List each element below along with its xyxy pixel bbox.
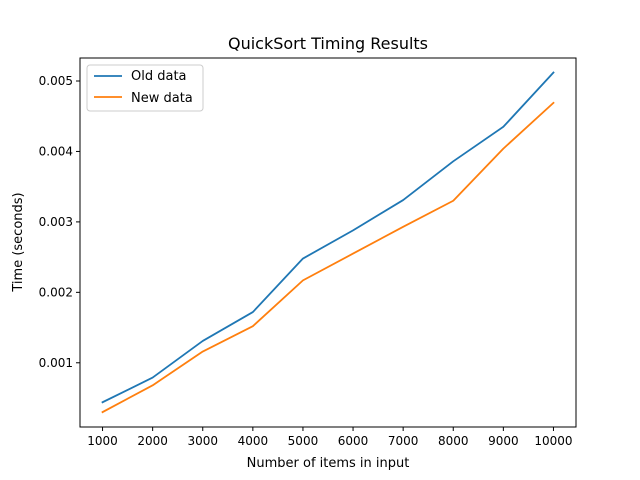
x-tick-label: 3000 [187,434,218,448]
x-axis-label: Number of items in input [247,456,410,471]
y-tick-label: 0.005 [39,74,73,88]
y-axis-label: Time (seconds) [11,192,26,292]
x-tick-label: 1000 [87,434,118,448]
legend: Old data New data [86,64,204,112]
x-tick-label: 5000 [288,434,319,448]
y-tick-label: 0.004 [39,144,73,158]
series-lines [101,71,555,414]
plot-frame [79,57,577,428]
x-tick-label: 6000 [338,434,369,448]
x-tick-label: 2000 [137,434,168,448]
x-tick-label: 7000 [388,434,419,448]
x-tick-label: 8000 [438,434,469,448]
x-tick-label: 10000 [534,434,572,448]
y-tick-label: 0.002 [39,285,73,299]
x-axis-ticks: 1000 2000 3000 4000 5000 6000 7000 8000 9000 1000… [87,427,573,448]
x-tick-label: 9000 [488,434,519,448]
series-line-old-data [101,71,555,404]
series-line-new-data [101,101,555,414]
y-axis-ticks: 0.001 0.002 0.003 0.004 0.005 [39,74,80,370]
chart-title: QuickSort Timing Results [228,34,428,53]
y-tick-label: 0.003 [39,215,73,229]
x-tick-label: 4000 [238,434,269,448]
legend-label-new-data: New data [131,91,193,106]
legend-label-old-data: Old data [131,69,187,84]
y-tick-label: 0.001 [39,356,73,370]
